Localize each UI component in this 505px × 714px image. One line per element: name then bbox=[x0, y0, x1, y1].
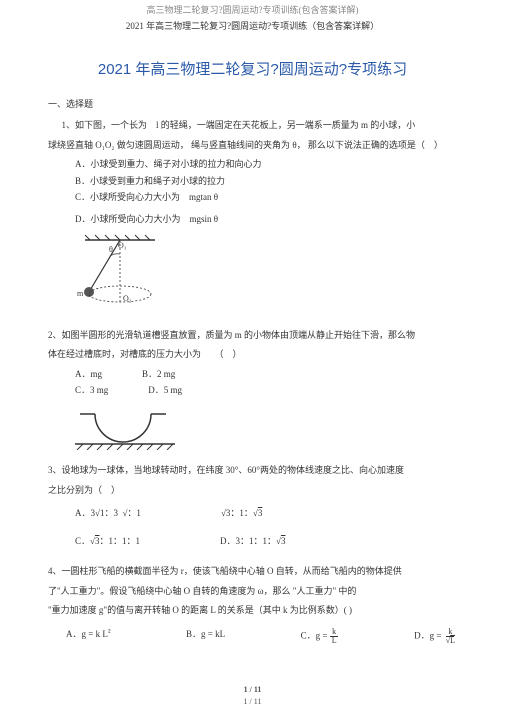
q3-stem-b: 30°、60°两处的物体线速度之比、向心加速度 bbox=[226, 465, 404, 475]
pendulum-icon: O₁ m θ O₂ bbox=[75, 234, 165, 314]
q1-l2e: 那么以下说法正确的选项是（ ） bbox=[308, 140, 443, 150]
q2-stem-line2: 体在经过槽底时，对槽底的压力大小为 （ ） bbox=[48, 348, 457, 362]
q4c-pre: C．g = bbox=[301, 630, 328, 640]
q3b-root: 3：1： bbox=[226, 508, 253, 518]
q3d-num: 3：1：1： bbox=[235, 536, 276, 546]
q1-l2d: θ， bbox=[292, 140, 305, 150]
svg-text:O₁: O₁ bbox=[118, 241, 127, 250]
sqrt-icon bbox=[221, 507, 226, 521]
q3-option-c: C．3：1：1：1 bbox=[75, 535, 140, 549]
q2-opts-row2: C．3 mg D．5 mg bbox=[75, 384, 457, 398]
q2-option-c: C．3 mg bbox=[75, 384, 108, 398]
q4-stem-line2: 了"人工重力"。假设飞船绕中心轴 O 自转的角速度为 ω，那么 "人工重力" 中… bbox=[48, 585, 457, 599]
fraction-icon: k L bbox=[330, 628, 339, 645]
page-footer: 1 / 11 1 / 11 bbox=[0, 684, 505, 708]
sqrt-icon bbox=[276, 535, 281, 549]
fraction-icon: k √L bbox=[444, 628, 457, 645]
q4-opts: A．g = k L² B．g = kL C．g = k L D．g = k √L bbox=[66, 628, 457, 645]
q3d-pre: D． bbox=[220, 536, 236, 546]
q1-option-a: A．小球受到重力、绳子对小球的拉力和向心力 bbox=[75, 158, 457, 172]
q3a-post: ：1 bbox=[127, 508, 141, 518]
q4-option-c: C．g = k L bbox=[301, 628, 339, 645]
q3a-pre: A．3 bbox=[75, 508, 95, 518]
q1-option-d: D．小球所受向心力大小为 mgsin θ bbox=[75, 213, 457, 227]
q4d-den: √L bbox=[444, 637, 457, 645]
q2-stem-line1: 2、如图半圆形的光滑轨道槽竖直放置，质量为 m 的小物体由顶端从静止开始往下滑，… bbox=[48, 329, 457, 343]
q4-option-a: A．g = k L² bbox=[66, 628, 111, 645]
sqrt-icon bbox=[90, 535, 95, 549]
q4-l2a: 了"人工重力"。假设飞船绕中心轴 bbox=[48, 586, 181, 596]
q3-option-d: D．3：1：1： 3 bbox=[220, 535, 285, 549]
q1-l2c: 绳与竖直轴线间的夹角为 bbox=[191, 140, 290, 150]
document-page: 高三物理二轮复习?圆周运动?专项训练(包含答案详解) 2021 年高三物理二轮复… bbox=[0, 0, 505, 714]
svg-text:m: m bbox=[77, 289, 84, 298]
q2-opts-row1: A．mg B．2 mg bbox=[75, 368, 457, 382]
q1-figure: O₁ m θ O₂ bbox=[75, 234, 457, 319]
q4-stem-line3: "重力加速度 g"的值与离开转轴 O 的距离 L 的关系是（其中 k 为比例系数… bbox=[48, 604, 457, 618]
q4b: B．g = kL bbox=[186, 629, 225, 639]
q4d-pre: D．g = bbox=[414, 630, 441, 640]
q2-stem-a: 2、如图半圆形的光滑轨道槽竖直放置，质量为 bbox=[48, 330, 233, 340]
q4a: A．g = k L bbox=[66, 629, 108, 639]
q2-option-b: B．2 mg bbox=[142, 368, 175, 382]
q3-stem-line2: 之比分别为（ ） bbox=[48, 484, 457, 498]
svg-text:O₂: O₂ bbox=[123, 294, 132, 303]
q1-stem-a: 1、如下图，一个长为 l 的轻绳，一端固定在天花板上，另一端系一质量为 bbox=[62, 120, 359, 130]
q3c-post: ：1：1：1 bbox=[99, 536, 140, 546]
header-grey: 高三物理二轮复习?圆周运动?专项训练(包含答案详解) bbox=[48, 4, 457, 18]
q1-stem-b: m 的小球，小 bbox=[361, 120, 415, 130]
semicircle-track-icon bbox=[75, 404, 185, 450]
q3-option-b: 3：1： 3 bbox=[221, 507, 262, 521]
q3-stem-line1: 3、设地球为一球体，当地球转动时，在纬度 30°、60°两处的物体线速度之比、向… bbox=[48, 464, 457, 478]
q3a-root: 1：3 bbox=[100, 508, 118, 518]
q4d-den-v: L bbox=[450, 636, 455, 645]
q2-option-d: D．5 mg bbox=[148, 384, 182, 398]
q3d-root: 3 bbox=[281, 536, 286, 546]
q1-stem-line2: 球绕竖直轴 O₁O₂ 做匀速圆周运动， 绳与竖直轴线间的夹角为 θ， 那么以下说… bbox=[48, 139, 457, 153]
page-number-small: 1 / 11 bbox=[0, 696, 505, 708]
q4-stem-c: O 自转，从而给飞船内的物体提供 bbox=[267, 566, 402, 576]
sqrt-icon bbox=[122, 507, 127, 521]
q3-opts-row2: C．3：1：1：1 D．3：1：1： 3 bbox=[75, 535, 457, 549]
q4-stem-a: 4、一圆柱形飞船的横截面半径为 bbox=[48, 566, 179, 576]
q4-l2c: ω，那么 "人工重力" 中的 bbox=[258, 586, 357, 596]
q3-stem-a: 3、设地球为一球体，当地球转动时，在纬度 bbox=[48, 465, 224, 475]
q1-option-c: C．小球所受向心力大小为 mgtan θ bbox=[75, 191, 457, 205]
sqrt-icon bbox=[95, 507, 100, 521]
header-main: 2021 年高三物理二轮复习?圆周运动?专项训练（包含答案详解） bbox=[48, 20, 457, 34]
section-heading: 一、选择题 bbox=[48, 98, 457, 112]
q4-l2b: O 自转的角速度为 bbox=[184, 586, 256, 596]
q4-stem-line1: 4、一圆柱形飞船的横截面半径为 r，使该飞船绕中心轴 O 自转，从而给飞船内的物… bbox=[48, 565, 457, 579]
q3-option-a: A．3 1：3 ：1 bbox=[75, 507, 141, 521]
q4-option-d: D．g = k √L bbox=[414, 628, 457, 645]
q4-stem-b: r，使该飞船绕中心轴 bbox=[181, 566, 265, 576]
q1-option-b: B．小球受到重力和绳子对小球的拉力 bbox=[75, 175, 457, 189]
q4-option-b: B．g = kL bbox=[186, 628, 225, 645]
q4c-den: L bbox=[330, 637, 339, 645]
svg-text:θ: θ bbox=[109, 245, 113, 254]
q2-figure bbox=[75, 404, 457, 455]
q2-option-a: A．mg bbox=[75, 368, 102, 382]
q1-stem-line1: 1、如下图，一个长为 l 的轻绳，一端固定在天花板上，另一端系一质量为 m 的小… bbox=[48, 119, 457, 133]
q1-l2b: O₁O₂ 做匀速圆周运动， bbox=[95, 140, 189, 150]
page-number-bold: 1 / 11 bbox=[0, 684, 505, 696]
q1-l2a: 球绕竖直轴 bbox=[48, 140, 93, 150]
q3c-pre: C． bbox=[75, 536, 90, 546]
q3b-root2: 3 bbox=[258, 508, 263, 518]
q2-stem-b: m 的小物体由顶端从静止开始往下滑，那么物 bbox=[235, 330, 415, 340]
page-title: 2021 年高三物理二轮复习?圆周运动?专项练习 bbox=[48, 59, 457, 82]
q3-opts-row1: A．3 1：3 ：1 3：1： 3 bbox=[75, 507, 457, 521]
sqrt-icon bbox=[253, 507, 258, 521]
